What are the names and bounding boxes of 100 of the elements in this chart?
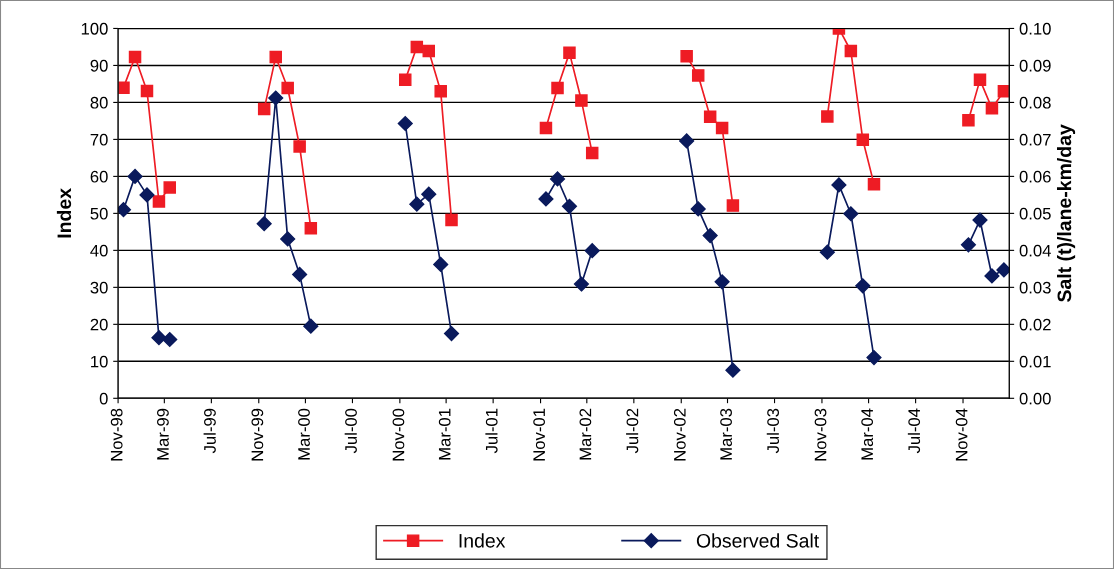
- y-tick-label: 70: [90, 133, 108, 146]
- x-tick-label: Jul-99: [203, 408, 216, 454]
- point: [256, 216, 272, 232]
- y2-tick-label: 0.03: [1019, 281, 1051, 294]
- y2-tick-label: 0.04: [1019, 244, 1051, 257]
- y-tick-label: 30: [90, 281, 108, 294]
- y-tick-label: 10: [91, 355, 108, 368]
- point: [691, 69, 705, 82]
- point: [257, 102, 271, 116]
- point: [984, 268, 1000, 284]
- point: [127, 168, 143, 184]
- point: [726, 199, 740, 212]
- x-tick-label: Nov-04: [955, 408, 968, 461]
- point: [551, 81, 564, 95]
- point: [538, 191, 554, 207]
- point: [960, 237, 976, 253]
- point: [855, 278, 871, 294]
- x-tick-label: Mar-04: [861, 408, 874, 460]
- point: [679, 133, 695, 149]
- x-tick-label: Jul-00: [344, 408, 357, 454]
- point: [573, 276, 589, 292]
- point: [866, 350, 882, 366]
- point: [867, 177, 881, 191]
- y-tick-label: 40: [90, 244, 108, 257]
- y-tick-label: 80: [90, 96, 108, 109]
- x-tick-label: Jul-03: [766, 408, 780, 454]
- point: [561, 198, 578, 214]
- y-tick-label: 90: [90, 59, 108, 72]
- y2-tick-label: 0.01: [1019, 355, 1051, 368]
- y-tick-label: 20: [90, 318, 108, 331]
- point: [280, 231, 296, 247]
- legend-label: Index: [459, 533, 506, 548]
- point: [434, 85, 447, 98]
- x-tick-label: Nov-99: [251, 408, 264, 461]
- point: [304, 221, 318, 235]
- y2-tick-label: 0.10: [1019, 22, 1051, 35]
- y2-tick-label: 0.06: [1019, 170, 1051, 183]
- x-tick-label: Nov-02: [673, 408, 686, 461]
- y-tick-label: 100: [81, 22, 108, 35]
- x-tick-label: Mar-01: [438, 408, 451, 460]
- point: [703, 110, 717, 124]
- point: [445, 213, 458, 227]
- point: [690, 201, 706, 217]
- point: [162, 331, 178, 348]
- y-tick-label: 0: [99, 392, 108, 405]
- x-tick-label: Nov-03: [814, 408, 827, 461]
- point: [702, 227, 718, 244]
- y2-tick-label: 0.02: [1019, 318, 1051, 331]
- point: [139, 187, 155, 203]
- point: [973, 73, 987, 87]
- point: [151, 330, 167, 346]
- point: [399, 73, 412, 87]
- x-tick-label: Jul-04: [907, 408, 921, 454]
- x-tick-label: Mar-02: [579, 408, 592, 460]
- x-tick-label: Nov-00: [392, 408, 405, 461]
- point: [433, 256, 449, 272]
- point: [281, 81, 294, 95]
- point: [152, 195, 166, 208]
- point: [293, 140, 306, 153]
- x-tick-label: Mar-99: [157, 408, 169, 460]
- point: [549, 171, 566, 187]
- point: [715, 121, 729, 135]
- y-tick-label: 60: [90, 170, 108, 183]
- point: [997, 85, 1010, 98]
- y2-tick-label: 0.07: [1019, 133, 1051, 146]
- x-tick-label: Jul-01: [485, 408, 498, 454]
- point: [409, 196, 425, 212]
- point: [714, 274, 730, 290]
- point: [819, 244, 835, 260]
- y-axis-title: Index: [56, 188, 72, 238]
- point: [585, 146, 599, 160]
- point: [421, 186, 437, 202]
- point: [575, 94, 588, 107]
- point: [163, 181, 176, 194]
- point: [821, 110, 834, 123]
- point: [680, 49, 693, 63]
- point: [831, 177, 847, 193]
- point: [118, 81, 130, 94]
- point: [397, 115, 413, 132]
- y2-axis-title: Salt (t)/lane-km/day: [1057, 124, 1076, 302]
- point: [410, 40, 424, 54]
- point: [303, 318, 319, 334]
- point: [972, 212, 988, 228]
- legend-label: Observed Salt: [696, 533, 820, 548]
- x-tick-label: Nov-01: [533, 408, 546, 461]
- point: [140, 84, 154, 98]
- point: [422, 44, 436, 58]
- x-tick-label: Mar-00: [298, 408, 310, 460]
- point: [539, 121, 553, 135]
- point: [128, 50, 142, 64]
- y-tick-label: 50: [90, 207, 108, 220]
- point: [584, 243, 600, 259]
- x-tick-label: Nov-98: [110, 408, 123, 461]
- point: [725, 362, 741, 378]
- point: [269, 50, 282, 64]
- y2-tick-label: 0.08: [1019, 96, 1051, 109]
- point: [962, 113, 975, 127]
- y2-tick-label: 0.09: [1019, 59, 1051, 72]
- point: [856, 133, 870, 147]
- point: [443, 326, 460, 342]
